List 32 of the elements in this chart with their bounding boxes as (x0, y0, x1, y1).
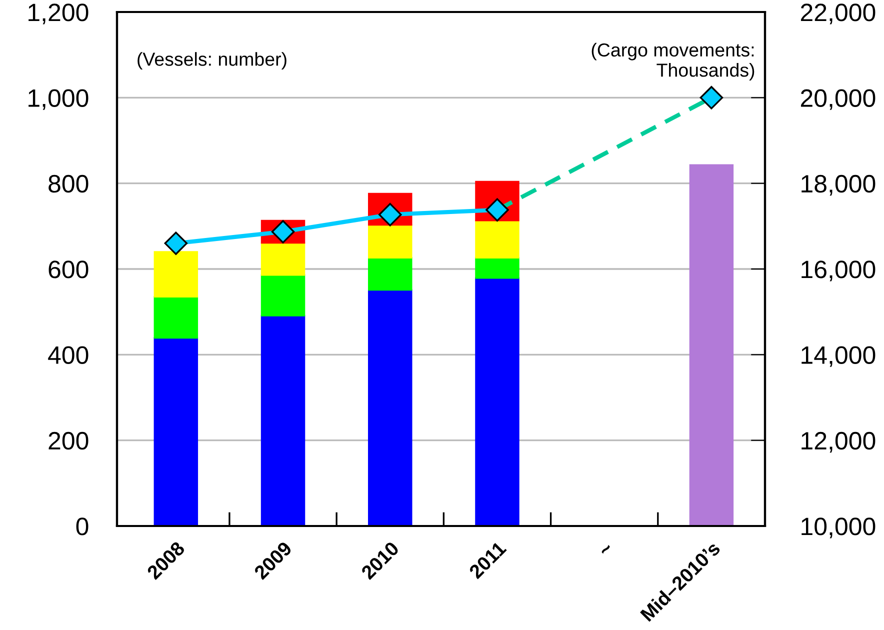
annotation: (Cargo movements: Thousands) (592, 42, 754, 81)
x-tick-label: ~ (601, 544, 610, 554)
bar (260, 242, 306, 276)
y2-tick-label: 16,000 (802, 260, 876, 282)
bar (260, 314, 306, 526)
bar (154, 296, 198, 339)
point (164, 232, 188, 255)
bar (154, 251, 198, 298)
y-tick-label: 600 (48, 260, 88, 278)
y-tick-label: 1,200 (28, 4, 88, 24)
bar (368, 289, 412, 526)
y-tick-label: 0 (76, 518, 88, 536)
y2-tick-label: 18,000 (802, 174, 876, 196)
bar (368, 257, 412, 291)
bar (475, 277, 520, 526)
point (700, 86, 724, 110)
bar (475, 220, 520, 259)
bar (475, 257, 520, 279)
y-tick-label: 1,000 (28, 89, 88, 110)
annotation: (Vessels: number) (138, 52, 286, 70)
bar (260, 274, 306, 316)
y2-tick-label: 10,000 (802, 518, 876, 538)
bar (689, 164, 734, 526)
bar (368, 224, 412, 259)
y-tick-label: 200 (48, 432, 88, 450)
y2-tick-label: 22,000 (800, 4, 876, 24)
y-tick-label: 800 (48, 174, 88, 193)
y2-tick-label: 14,000 (802, 346, 876, 367)
y2-tick-label: 12,000 (802, 432, 876, 453)
y2-tick-label: 20,000 (800, 89, 876, 110)
y-tick-label: 400 (48, 346, 88, 364)
bar (154, 337, 198, 526)
